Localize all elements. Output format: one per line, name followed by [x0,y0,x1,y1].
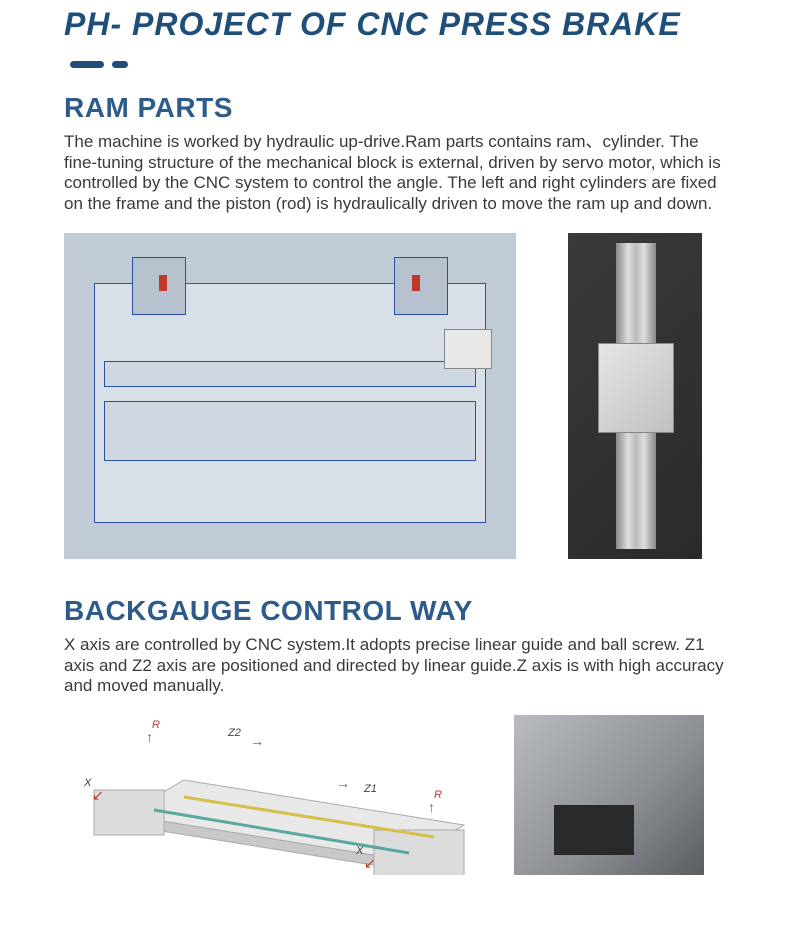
section1-images [64,233,726,559]
axis-z2: Z2 [228,727,241,739]
dash-long [70,61,104,68]
section2-title: BACKGAUGE CONTROL WAY [64,595,726,627]
axis-x-right: X [356,845,363,857]
axis-z1: Z1 [364,783,377,795]
section2-body: X axis are controlled by CNC system.It a… [64,635,726,697]
title-underline [64,61,726,68]
section1-title: RAM PARTS [64,92,726,124]
section2-images: R ↑ R ↑ X ↙ X ↙ Z1 → Z2 → [64,715,726,875]
ram-cylinder-photo [568,233,702,559]
main-title: PH- PROJECT OF CNC PRESS BRAKE [64,0,726,43]
section1-body: The machine is worked by hydraulic up-dr… [64,132,726,215]
ram-diagram [64,233,516,559]
axis-r-left: R [152,719,160,731]
axis-x-left: X [84,777,91,789]
backgauge-diagram: R ↑ R ↑ X ↙ X ↙ Z1 → Z2 → [64,715,474,875]
backgauge-svg [64,715,474,875]
axis-r-right: R [434,789,442,801]
backgauge-photo [514,715,704,875]
dash-short [112,61,128,68]
